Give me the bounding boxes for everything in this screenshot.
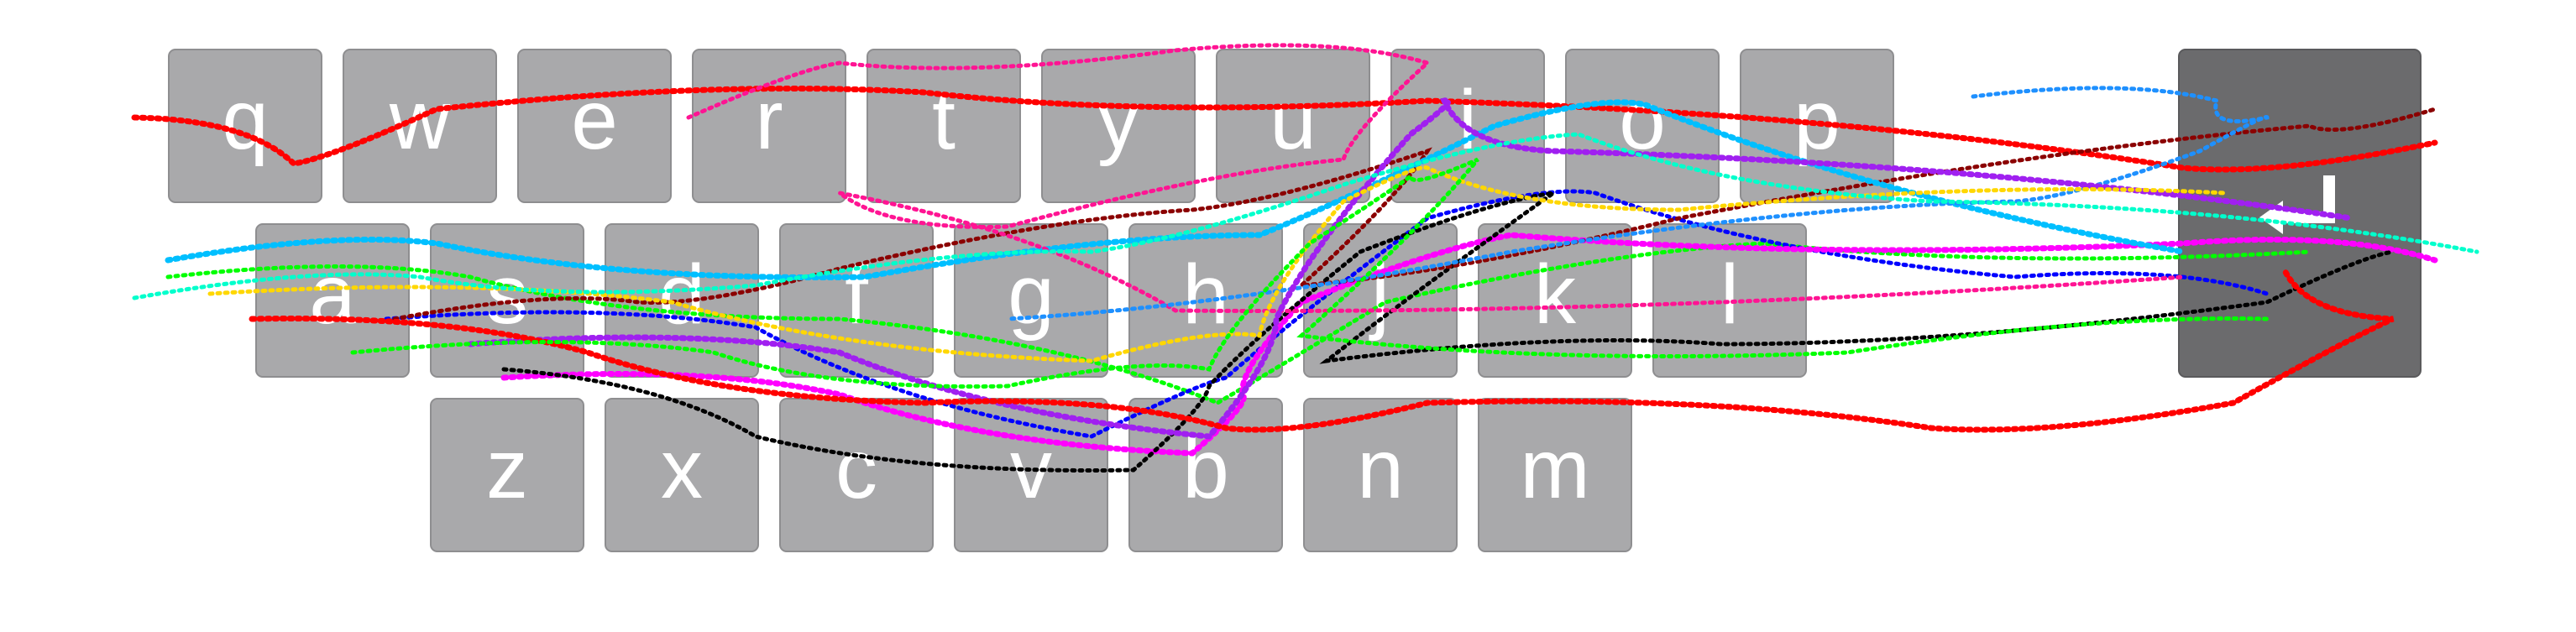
key-j[interactable]: j: [1303, 223, 1458, 378]
key-v[interactable]: v: [954, 398, 1108, 552]
key-z[interactable]: z: [430, 398, 584, 552]
key-o[interactable]: o: [1565, 49, 1720, 203]
key-f[interactable]: f: [779, 223, 934, 378]
key-q[interactable]: q: [168, 49, 322, 203]
key-u[interactable]: u: [1216, 49, 1370, 203]
key-b[interactable]: b: [1128, 398, 1283, 552]
key-h[interactable]: h: [1128, 223, 1283, 378]
key-r[interactable]: r: [692, 49, 846, 203]
key-e[interactable]: e: [517, 49, 672, 203]
key-x[interactable]: x: [605, 398, 759, 552]
key-t[interactable]: t: [867, 49, 1021, 203]
enter-key[interactable]: [2178, 49, 2422, 378]
key-s[interactable]: s: [430, 223, 584, 378]
key-p[interactable]: p: [1740, 49, 1894, 203]
key-c[interactable]: c: [779, 398, 934, 552]
key-d[interactable]: d: [605, 223, 759, 378]
key-g[interactable]: g: [954, 223, 1108, 378]
key-a[interactable]: a: [255, 223, 410, 378]
key-y[interactable]: y: [1041, 49, 1196, 203]
enter-return-icon: [2259, 175, 2335, 234]
key-k[interactable]: k: [1478, 223, 1632, 378]
key-i[interactable]: i: [1390, 49, 1545, 203]
key-m[interactable]: m: [1478, 398, 1632, 552]
key-n[interactable]: n: [1303, 398, 1458, 552]
key-l[interactable]: l: [1652, 223, 1807, 378]
key-w[interactable]: w: [343, 49, 497, 203]
